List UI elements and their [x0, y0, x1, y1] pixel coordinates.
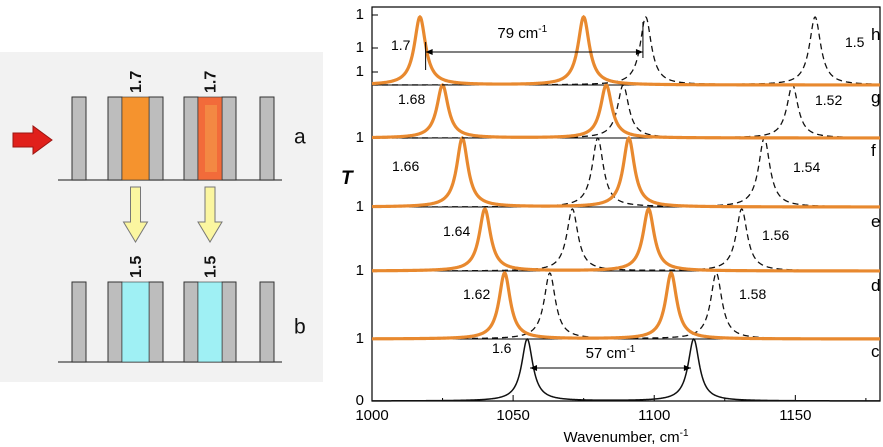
- panel-h: h 1.7 1.5: [371, 14, 881, 87]
- defect-layer-left: [121, 281, 150, 363]
- defect-layer-right: [197, 281, 223, 363]
- x-axis-label: Wavenumber, cm-1: [563, 428, 688, 446]
- curve-label-right: 1.54: [793, 159, 820, 175]
- spacing-label-sup: -1: [626, 344, 635, 355]
- curve-label-left: 1.6: [492, 340, 512, 356]
- down-arrow-icon: [122, 186, 149, 243]
- curve-label-right: 1.5: [845, 34, 865, 50]
- x-axis-label-text: Wavenumber, cm: [563, 429, 679, 446]
- y-tick-label: 1: [356, 198, 364, 215]
- down-arrow-icon: [197, 186, 223, 243]
- orange-curve-series: [372, 206, 880, 273]
- grating-bar: [221, 281, 237, 363]
- index-label: 1.5: [128, 256, 145, 278]
- solid-curve-series: [372, 338, 881, 402]
- curve-label-right: 1.52: [815, 92, 842, 108]
- dashed-curve-series: [372, 137, 880, 208]
- panel-letter: d: [871, 276, 880, 295]
- curve-label-left: 1.62: [463, 286, 490, 302]
- spacing-label: 57 cm-1: [586, 344, 636, 362]
- curve-label-right: 1.56: [762, 227, 789, 243]
- grating-bar: [259, 96, 275, 181]
- row-letter: b: [294, 316, 306, 339]
- panel-letter: c: [871, 342, 880, 361]
- spacing-label-text: 79 cm: [497, 25, 538, 42]
- x-tick-label: 1150: [779, 407, 811, 424]
- arrowhead-icon: [683, 365, 691, 371]
- arrowhead-icon: [425, 49, 433, 55]
- panel-d: d 1.62 1.58: [372, 270, 880, 341]
- spacing-annotation: 57 cm-1: [530, 344, 691, 371]
- orange-curve-series: [371, 135, 880, 209]
- dashed-curve-series: [372, 208, 880, 272]
- panel-letter: g: [871, 88, 880, 107]
- y-axis-label: T: [341, 168, 354, 189]
- arrowhead-icon: [635, 49, 643, 55]
- orange-curve-series: [371, 14, 880, 87]
- grating-bar: [259, 281, 275, 363]
- x-axis-label-sup: -1: [680, 428, 689, 439]
- schematic-row-a: 1.7 1.7 a: [58, 71, 306, 181]
- dashed-curve-series: [372, 16, 881, 86]
- y-tick-label: 0: [356, 392, 364, 409]
- dashed-curve-series: [372, 84, 881, 139]
- y-tick-label: 1: [356, 262, 364, 279]
- defect-layer-left: [121, 96, 150, 181]
- y-tick-label: 1: [356, 129, 364, 146]
- panel-f: f 1.66 1.54: [371, 135, 880, 209]
- x-tick-label: 1050: [496, 407, 529, 424]
- curve-label-left: 1.66: [392, 158, 419, 174]
- spacing-label-text: 57 cm: [586, 345, 627, 362]
- grating-bar: [148, 281, 164, 363]
- grating-bar: [148, 96, 164, 181]
- row-letter: a: [294, 126, 306, 149]
- plot-frame: [371, 6, 881, 402]
- spacing-label-sup: -1: [538, 24, 547, 35]
- x-tick-label: 1100: [638, 407, 670, 424]
- panel-letter: e: [871, 212, 880, 231]
- panel-c: c 1.6: [372, 338, 881, 402]
- defect-layer-highlight: [205, 105, 217, 172]
- y-tick-label: 1: [356, 6, 364, 23]
- y-tick-label: 1: [356, 63, 364, 80]
- curve-label-right: 1.58: [739, 286, 766, 302]
- dashed-curve-series: [372, 272, 880, 340]
- panel-letter: h: [871, 25, 880, 44]
- index-label: 1.7: [128, 71, 145, 93]
- input-arrow-icon: [12, 125, 53, 155]
- grating-bar: [107, 281, 123, 363]
- grating-bar: [107, 96, 123, 181]
- index-label: 1.7: [203, 71, 220, 93]
- grating-bar: [221, 96, 237, 181]
- x-tick-label: 1000: [355, 407, 388, 424]
- panel-e: e 1.64 1.56: [372, 206, 880, 273]
- curve-label-left: 1.7: [391, 37, 411, 53]
- spacing-label: 79 cm-1: [497, 24, 547, 42]
- grating-bar: [183, 281, 199, 363]
- y-tick-label: 1: [356, 39, 364, 56]
- index-label: 1.5: [203, 256, 220, 278]
- spacing-annotation: 79 cm-1: [425, 22, 644, 70]
- grating-bar: [71, 281, 87, 363]
- orange-curve-series: [371, 83, 880, 140]
- curve-label-left: 1.68: [398, 91, 425, 107]
- orange-curve-series: [372, 270, 880, 341]
- curve-label-left: 1.64: [443, 223, 470, 239]
- panel-letter: f: [871, 141, 876, 160]
- schematic-row-b: 1.5 1.5 b: [58, 256, 306, 363]
- panel-g: g 1.68 1.52: [371, 83, 881, 140]
- arrowhead-icon: [530, 365, 538, 371]
- grating-bar: [71, 96, 87, 181]
- y-tick-label: 1: [356, 330, 364, 347]
- grating-bar: [183, 96, 199, 181]
